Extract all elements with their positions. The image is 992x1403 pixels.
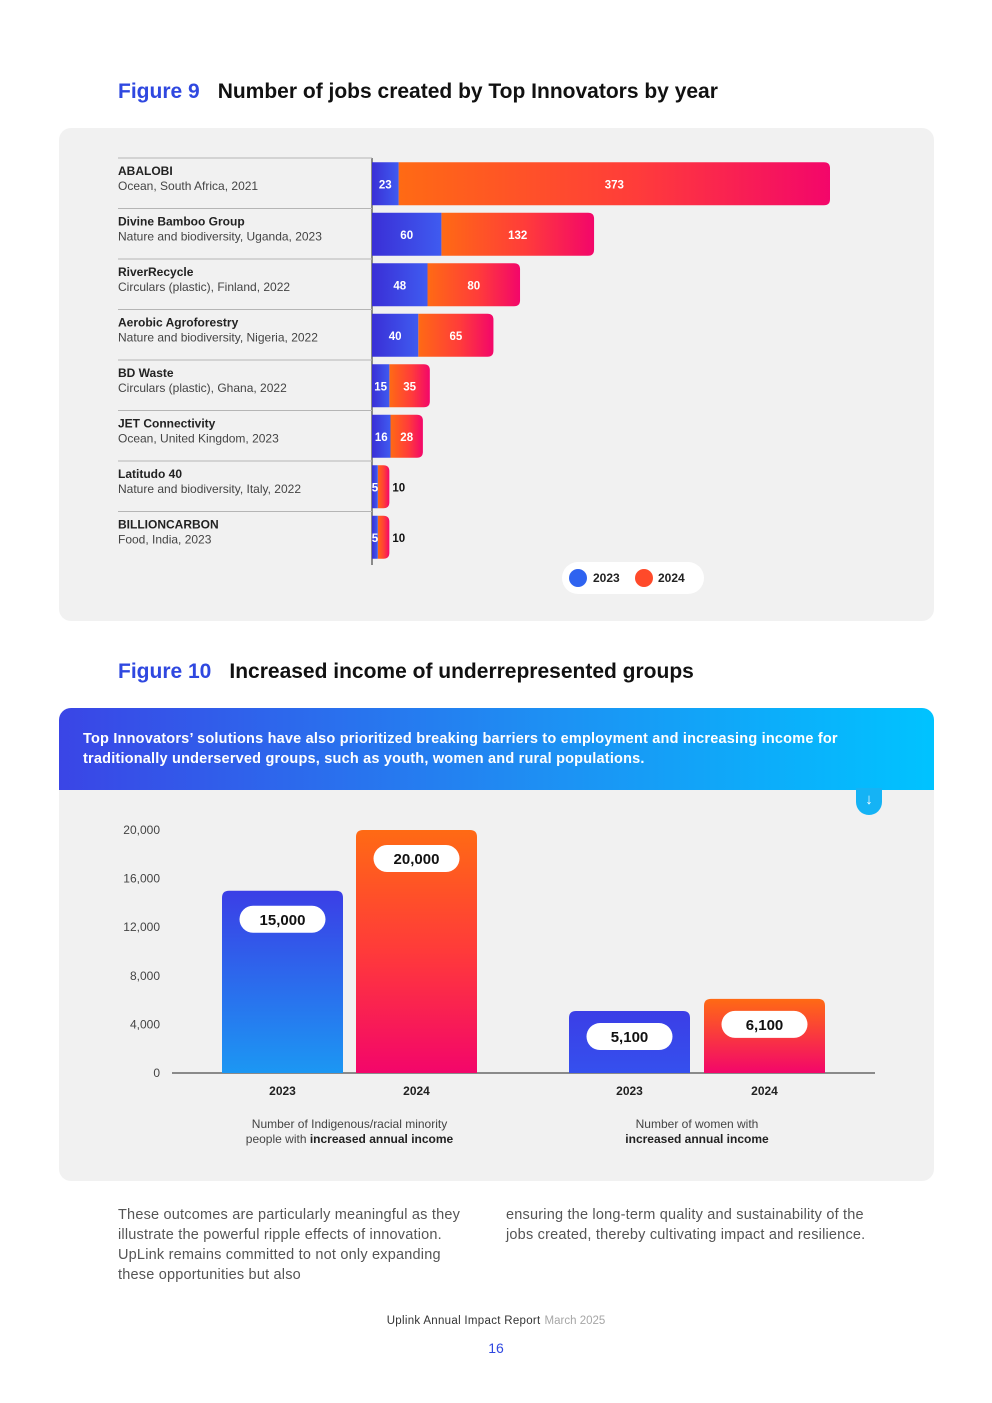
bar-2024 <box>389 364 430 408</box>
value-label-2023: 48 <box>393 280 406 292</box>
value-label-2023: 40 <box>389 331 402 343</box>
innovator-name: BD Waste <box>118 366 174 380</box>
legend-swatch-2024 <box>635 569 653 587</box>
footer: Uplink Annual Impact Report March 2025 <box>0 1315 992 1327</box>
figure9-panel: ABALOBI Ocean, South Africa, 2021 23 373 Div… <box>59 128 934 621</box>
bar-2023 <box>372 465 378 509</box>
figure10-title: Increased income of underrepresented gro… <box>229 660 694 683</box>
value-label-2023: 23 <box>379 179 392 191</box>
bar-2024 <box>418 313 494 357</box>
value-label-2024: 10 <box>392 482 405 494</box>
y-tick-label: 0 <box>153 1066 160 1080</box>
value-label-2023: 60 <box>400 230 413 242</box>
figure9-title: Number of jobs created by Top Innovators… <box>217 80 718 103</box>
footer-date: March 2025 <box>544 1315 606 1327</box>
value-label-2023: 16 <box>375 432 388 444</box>
innovator-name: Aerobic Agroforestry <box>118 316 239 330</box>
bar-2023 <box>372 263 428 307</box>
bar-2024 <box>398 162 830 206</box>
legend-label-2023: 2023 <box>593 571 620 585</box>
body-text-right: ensuring the long-term quality and susta… <box>506 1207 866 1243</box>
bar-2023 <box>372 364 390 408</box>
innovator-name: RiverRecycle <box>118 265 194 279</box>
bar-2023 <box>372 414 391 458</box>
bar-2024 <box>377 515 390 559</box>
income-chart: 0 4,000 8,000 12,000 16,000 20,000 15,000 2023 2… <box>123 823 875 1146</box>
figure10-label: Figure 10 <box>118 660 212 683</box>
group-caption-line2: people with increased annual income <box>246 1132 454 1146</box>
body-text-left: These outcomes are particularly meaningf… <box>118 1207 461 1283</box>
x-category-label: 2024 <box>403 1084 430 1098</box>
value-label-2023: 5 <box>372 533 379 545</box>
figure10-banner: Top Innovators’ solutions have also prio… <box>59 708 934 790</box>
figure9-label: Figure 9 <box>118 80 200 103</box>
bar-2024 <box>377 465 390 509</box>
x-category-label: 2023 <box>269 1084 296 1098</box>
innovator-details: Circulars (plastic), Finland, 2022 <box>118 280 290 294</box>
value-pill <box>373 845 460 872</box>
value-label-2024: 28 <box>400 432 413 444</box>
legend-swatch-2023 <box>569 569 587 587</box>
bar-2024 <box>390 414 423 458</box>
innovator-details: Ocean, South Africa, 2021 <box>118 179 258 193</box>
value-label-2024: 10 <box>392 533 405 545</box>
innovator-name: BILLIONCARBON <box>118 518 219 532</box>
value-pill <box>721 1010 808 1038</box>
innovator-name: ABALOBI <box>118 164 173 178</box>
bar-2023 <box>372 515 378 559</box>
value-label: 6,100 <box>746 1017 784 1034</box>
value-label: 15,000 <box>260 912 306 929</box>
bar-2023 <box>372 313 419 357</box>
group-caption-line2: increased annual income <box>625 1132 769 1146</box>
footer-report-title: Uplink Annual Impact Report <box>386 1315 541 1327</box>
arrow-down-icon: ↓ <box>856 788 882 815</box>
value-label-2024: 373 <box>605 179 624 191</box>
y-tick-label: 20,000 <box>123 823 160 837</box>
x-category-label: 2023 <box>616 1084 643 1098</box>
value-label-2024: 80 <box>467 280 480 292</box>
value-label: 20,000 <box>394 851 440 868</box>
value-label: 5,100 <box>611 1029 649 1046</box>
bar-2024 <box>427 263 521 307</box>
innovator-name: Latitudo 40 <box>118 467 182 481</box>
bar-2023 <box>372 212 442 256</box>
innovator-name: JET Connectivity <box>118 417 216 431</box>
innovator-details: Food, India, 2023 <box>118 533 212 547</box>
value-pill <box>586 1023 673 1051</box>
bar-2024 <box>441 212 595 256</box>
income-bar-2024 <box>356 830 477 1073</box>
x-category-label: 2024 <box>751 1084 778 1098</box>
bar-2023 <box>372 162 399 206</box>
figure9-heading: Figure 9 Number of jobs created by Top In… <box>118 80 718 104</box>
figure10-panel: 0 4,000 8,000 12,000 16,000 20,000 15,000 2023 2… <box>59 708 934 1181</box>
y-tick-label: 12,000 <box>123 920 160 934</box>
innovator-details: Nature and biodiversity, Italy, 2022 <box>118 482 301 496</box>
value-label-2024: 132 <box>508 230 527 242</box>
legend-label-2024: 2024 <box>658 571 685 585</box>
income-bar-2023 <box>222 890 343 1073</box>
group-caption-line1: Number of Indigenous/racial minority <box>252 1117 447 1131</box>
value-label-2023: 5 <box>372 482 379 494</box>
y-tick-label: 8,000 <box>130 969 160 983</box>
figure10-heading: Figure 10 Increased income of underrepres… <box>118 660 694 684</box>
value-pill <box>239 905 326 933</box>
value-label-2024: 65 <box>449 331 462 343</box>
y-tick-label: 4,000 <box>130 1017 160 1031</box>
innovator-details: Ocean, United Kingdom, 2023 <box>118 432 279 446</box>
innovator-name: Divine Bamboo Group <box>118 215 245 229</box>
legend-box <box>562 562 704 594</box>
group-caption-line1: Number of women with <box>636 1117 759 1131</box>
y-tick-label: 16,000 <box>123 872 160 886</box>
innovator-details: Nature and biodiversity, Nigeria, 2022 <box>118 331 318 345</box>
innovator-details: Circulars (plastic), Ghana, 2022 <box>118 381 287 395</box>
value-label-2024: 35 <box>403 381 416 393</box>
page-number: 16 <box>488 1340 504 1356</box>
value-label-2023: 15 <box>374 381 387 393</box>
innovator-details: Nature and biodiversity, Uganda, 2023 <box>118 230 322 244</box>
